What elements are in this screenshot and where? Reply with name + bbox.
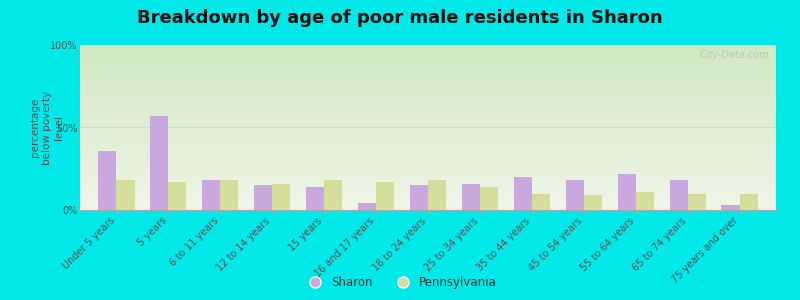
- Bar: [116, 180, 134, 210]
- Bar: [670, 180, 688, 210]
- Bar: [462, 184, 480, 210]
- Bar: [740, 194, 758, 210]
- Legend: Sharon, Pennsylvania: Sharon, Pennsylvania: [298, 272, 502, 294]
- Text: City-Data.com: City-Data.com: [699, 50, 769, 60]
- Bar: [168, 182, 186, 210]
- Bar: [480, 187, 498, 210]
- Bar: [618, 174, 636, 210]
- Bar: [306, 187, 324, 210]
- Text: Breakdown by age of poor male residents in Sharon: Breakdown by age of poor male residents …: [137, 9, 663, 27]
- Bar: [324, 180, 342, 210]
- Bar: [514, 177, 532, 210]
- Bar: [272, 184, 290, 210]
- Bar: [636, 192, 654, 210]
- Bar: [150, 116, 168, 210]
- Bar: [220, 180, 238, 210]
- Bar: [428, 180, 446, 210]
- Bar: [532, 194, 550, 210]
- Bar: [722, 205, 740, 210]
- Bar: [98, 151, 116, 210]
- Bar: [358, 203, 376, 210]
- Bar: [254, 185, 272, 210]
- Bar: [376, 182, 394, 210]
- Bar: [410, 185, 428, 210]
- Bar: [566, 180, 584, 210]
- Bar: [584, 195, 602, 210]
- Bar: [688, 194, 706, 210]
- Bar: [202, 180, 220, 210]
- Y-axis label: percentage
below poverty
level: percentage below poverty level: [30, 90, 63, 165]
